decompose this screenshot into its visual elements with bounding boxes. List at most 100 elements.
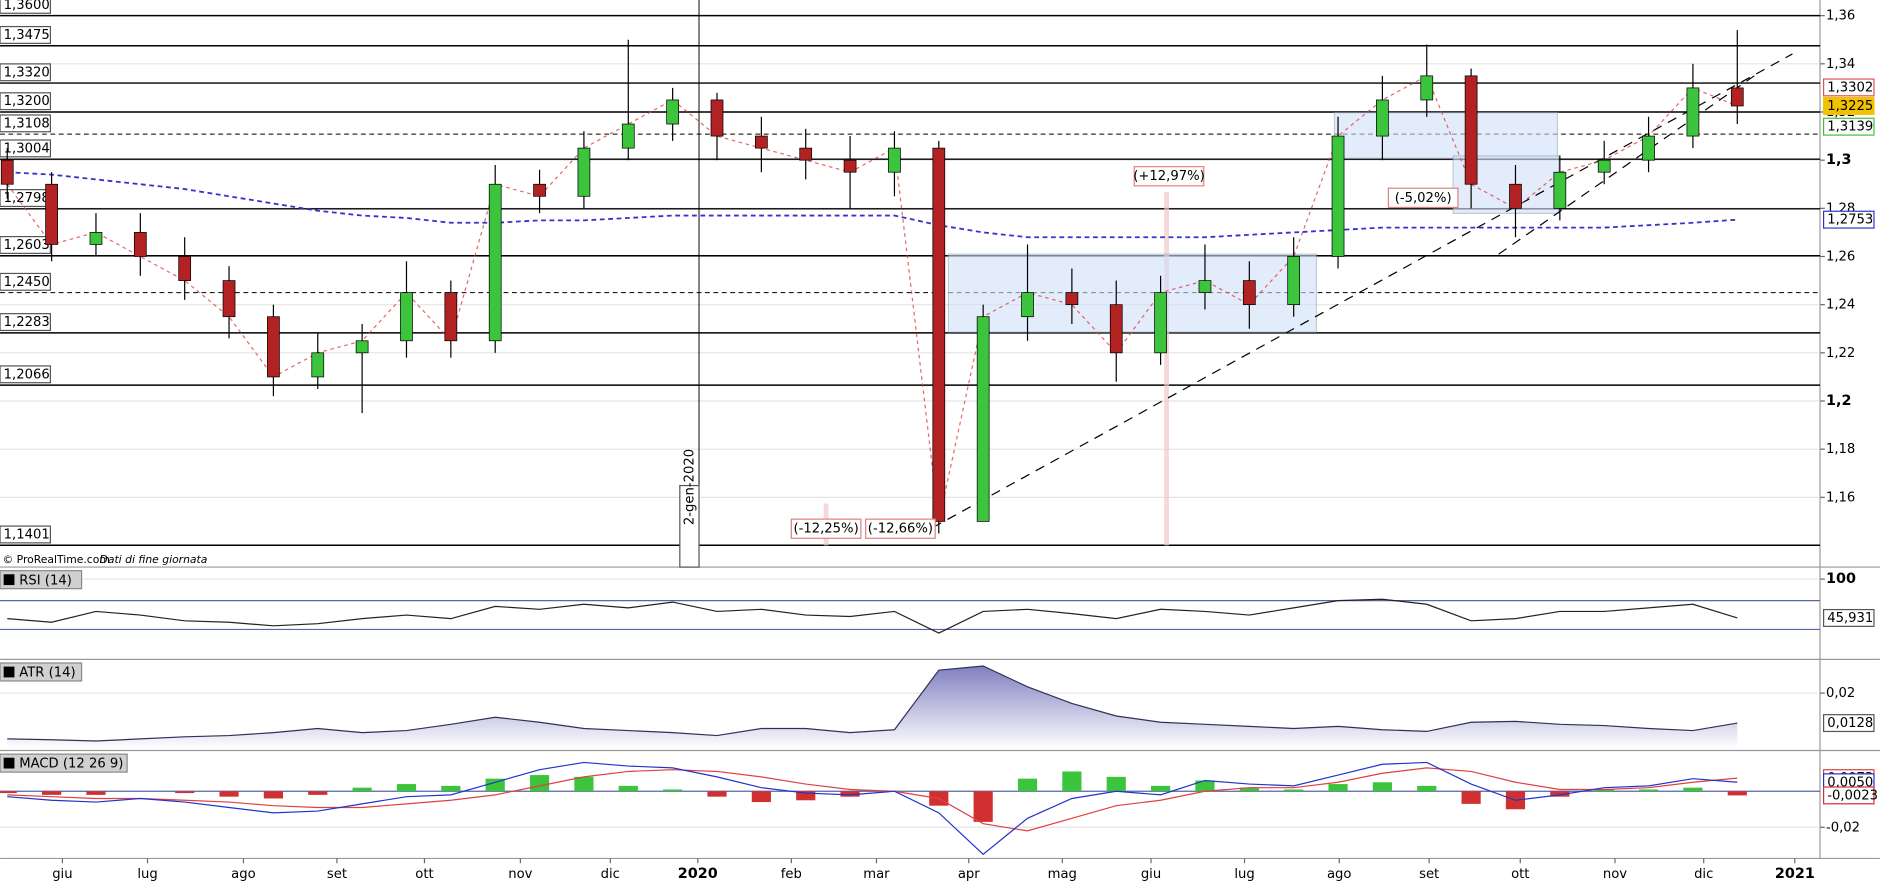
price-tag-label: -0,0023 [1827, 788, 1878, 803]
candle-body [1065, 292, 1079, 306]
y-tick-label: 1,22 [1826, 346, 1855, 361]
level-label-box [0, 114, 52, 133]
last-value: 45,931 [1827, 611, 1873, 626]
histogram-bar [1638, 789, 1659, 792]
candle-body [1242, 280, 1256, 306]
candle-body [400, 292, 413, 342]
level-label: 1,2603 [4, 238, 50, 253]
candle-body [1420, 75, 1434, 101]
ma-line [7, 171, 1738, 239]
panel-title: ATR (14) [19, 666, 75, 681]
candle-body [1597, 159, 1611, 173]
histogram-bar [618, 785, 638, 792]
panel-title-box [0, 753, 128, 773]
panel-title-box [0, 570, 83, 590]
level-label-box [0, 365, 52, 384]
level-label-box [0, 25, 52, 44]
panel-title: RSI (14) [19, 573, 72, 588]
candle-body [267, 316, 280, 378]
level-label-box [0, 63, 52, 82]
price-tag-label: 1,3139 [1827, 120, 1873, 135]
candle-body [311, 352, 325, 378]
candle-body [1109, 304, 1123, 354]
annotation: 2-gen-2020 [682, 449, 697, 525]
candle-body [755, 135, 768, 149]
candle-body [133, 232, 147, 257]
histogram-bar [973, 791, 993, 822]
level-label: 1,3200 [4, 94, 50, 109]
candle-body [888, 147, 901, 173]
x-tick-label: lug [137, 867, 157, 882]
candle-body [710, 99, 724, 137]
x-tick-label: mag [1048, 867, 1077, 882]
y-tick-label: 1,26 [1826, 249, 1855, 264]
histogram-bar [175, 791, 195, 794]
candle-body [533, 183, 546, 197]
histogram-bar [840, 791, 860, 797]
histogram-bar [86, 791, 106, 795]
candle-body [178, 256, 192, 281]
candle-body [45, 183, 58, 245]
measure-band [1164, 191, 1169, 546]
candle-body [1021, 292, 1034, 318]
price-tag [1823, 96, 1875, 115]
y-tick-label: 1,24 [1826, 298, 1855, 313]
annotation-box [1387, 187, 1459, 209]
candle-body [1464, 75, 1478, 185]
candle-body [355, 340, 369, 354]
price-tag [1823, 786, 1875, 805]
candle-body [799, 147, 813, 161]
level-label-box [0, 235, 52, 254]
last-value-box [1823, 608, 1875, 627]
x-tick-label: dic [1694, 867, 1713, 882]
candle-body [1553, 171, 1567, 209]
histogram-bar [1461, 791, 1481, 804]
price-tag [1823, 117, 1875, 136]
histogram-bar [1239, 787, 1259, 792]
candle-body [932, 147, 946, 522]
histogram-bar [1195, 780, 1215, 792]
rsi-line [7, 598, 1738, 634]
price-tag-label: 1,2753 [1827, 213, 1873, 228]
y-tick-label: 0,02 [1826, 686, 1855, 701]
x-tick-label: lug [1234, 867, 1254, 882]
level-label: 1,2066 [4, 367, 50, 382]
trend-line [932, 53, 1793, 529]
annotation: (-12,66%) [868, 522, 933, 537]
candle-body [1154, 292, 1167, 354]
x-tick-label: ago [231, 867, 256, 882]
annotation-box [1133, 166, 1205, 187]
signal-line [7, 767, 1738, 832]
histogram-bar [1727, 791, 1747, 796]
x-tick-label: ago [1327, 867, 1352, 882]
histogram-bar [1062, 771, 1082, 792]
x-tick-label: mar [863, 867, 890, 882]
candle-body [1642, 135, 1655, 161]
x-tick-label: ott [415, 867, 433, 882]
y-tick-label: 1,16 [1826, 490, 1855, 505]
histogram-bar [1372, 782, 1392, 792]
candle-body [488, 183, 502, 342]
annotation-box [679, 484, 700, 568]
histogram-bar [1151, 785, 1171, 792]
x-tick-label: dic [601, 867, 620, 882]
histogram-bar [1417, 785, 1437, 792]
x-tick-label: nov [1603, 867, 1627, 882]
annotation-box [790, 518, 862, 539]
histogram-bar [1594, 789, 1614, 792]
price-tag [1823, 78, 1875, 97]
histogram-bar [574, 776, 594, 792]
histogram-bar [1284, 789, 1304, 792]
level-label: 1,3108 [4, 116, 50, 131]
credit-note: Dati di fine giornata [100, 553, 208, 566]
range-box [947, 253, 1318, 333]
level-label-box [0, 525, 52, 544]
y-tick-label: -0,02 [1826, 820, 1860, 835]
histogram-bar [1683, 787, 1703, 792]
annotation-box [865, 518, 936, 539]
annotation: (+12,97%) [1133, 169, 1205, 184]
level-label: 1,3600 [4, 0, 50, 13]
histogram-bar [396, 784, 417, 792]
level-label: 1,3320 [4, 65, 50, 80]
